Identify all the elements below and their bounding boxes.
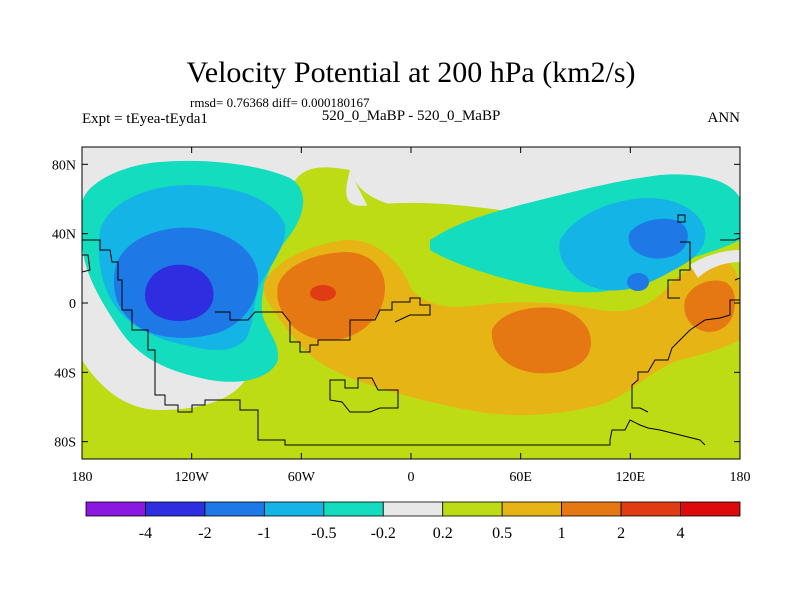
contour-field — [82, 147, 740, 459]
x-tick-label: 120E — [616, 470, 646, 485]
x-tick-label: 0 — [408, 470, 415, 485]
colorbar-swatch — [204, 501, 265, 517]
contour-orange-east — [684, 280, 735, 332]
y-tick-label: 0 — [69, 297, 76, 312]
coastline-madagascar — [329, 377, 399, 413]
colorbar-swatch — [145, 501, 206, 517]
colorbar-swatch — [620, 501, 681, 517]
colorbar-swatch — [501, 501, 563, 517]
x-tick-label: 60W — [288, 470, 316, 485]
y-tick-label: 40N — [52, 228, 76, 243]
x-tick-label: 180 — [730, 470, 751, 485]
colorbar-label: -1 — [258, 525, 271, 542]
season-label: ANN — [708, 110, 741, 126]
colorbar-label: 0.5 — [492, 525, 512, 542]
coastline-pacific-islands — [631, 237, 740, 413]
colorbar-swatch — [561, 501, 622, 517]
colorbar: -4 -2 -1 -0.5 -0.2 0.2 0.5 1 2 4 — [85, 501, 741, 542]
colorbar-label: -4 — [139, 525, 152, 542]
colorbar-label: -0.5 — [311, 525, 336, 542]
colorbar-swatch — [263, 501, 325, 517]
colorbar-label: 2 — [617, 525, 625, 542]
case-label: 520_0_MaBP - 520_0_MaBP — [322, 108, 501, 124]
contour-medblue-east — [628, 218, 688, 259]
colorbar-swatch — [382, 501, 444, 517]
contour-medblue-east-small — [627, 273, 649, 291]
colorbar-swatch — [323, 501, 384, 517]
contour-red-core — [310, 285, 336, 301]
x-tick-label: 120W — [175, 470, 210, 485]
colorbar-swatch — [442, 501, 503, 517]
coastline-west-mainland — [82, 254, 91, 273]
coastline-east-asia — [667, 214, 691, 299]
y-tick-label: 80S — [54, 436, 76, 451]
coastlines — [82, 214, 740, 446]
chart-title: Velocity Potential at 200 hPa (km2/s) — [186, 56, 635, 89]
contour-neutral-east — [690, 250, 740, 278]
x-tick-label: 180 — [72, 470, 93, 485]
chart-stats: rmsd= 0.76368 diff= 0.000180167 — [190, 95, 370, 110]
axes: 180 120W 60W 0 60E 120E 180 80N 40N 0 40S 80S — [52, 147, 751, 485]
y-tick-label: 40S — [54, 366, 76, 381]
x-tick-label: 60E — [509, 470, 532, 485]
y-tick-label: 80N — [52, 158, 76, 173]
colorbar-label: -0.2 — [371, 525, 396, 542]
colorbar-swatch — [680, 501, 741, 517]
coastline-americas — [82, 239, 706, 446]
contour-darkblue-core — [145, 264, 214, 322]
colorbar-label: 0.2 — [433, 525, 453, 542]
experiment-label: Expt = tEyea-tEyda1 — [82, 111, 208, 127]
colorbar-swatch — [85, 501, 146, 517]
contour-orange-central — [491, 307, 591, 374]
coastline-africa — [215, 297, 431, 353]
colorbar-label: -2 — [198, 525, 211, 542]
colorbar-label: 4 — [677, 525, 685, 542]
colorbar-label: 1 — [558, 525, 566, 542]
